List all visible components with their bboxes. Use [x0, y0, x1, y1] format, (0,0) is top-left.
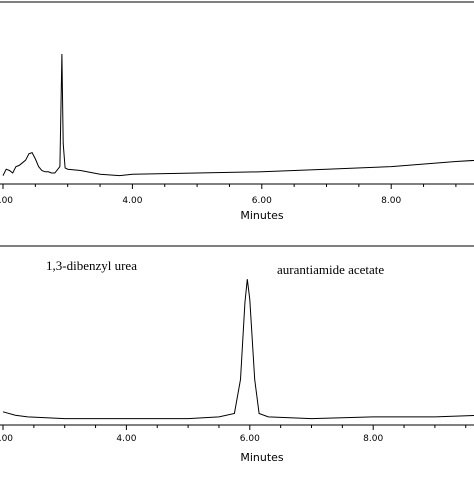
x-tick-label: 8.00 [363, 434, 383, 444]
x-tick-label: 8.00 [381, 196, 401, 206]
x-axis-ticks: 2.004.006.008.0010.0012.0014.0016.00 [0, 425, 467, 444]
x-axis-ticks: 2.004.006.008.0010.0012.0014.0016.00 [0, 184, 457, 206]
x-tick-label: 2.00 [0, 434, 13, 444]
x-tick-label: 2.00 [0, 196, 13, 206]
x-tick-label: 6.00 [252, 196, 272, 206]
chromatogram-trace [2, 53, 474, 177]
x-axis-title: Minutes [240, 209, 284, 222]
x-tick-label: 4.00 [116, 434, 136, 444]
chromatogram-trace [2, 279, 474, 420]
peak-label-aurantiamide-acetate: aurantiamide acetate [277, 262, 384, 277]
bottom-chromatogram-panel: 2.004.006.008.0010.0012.0014.0016.00 Min… [0, 245, 474, 464]
peak-label-dibenzyl-urea: 1,3-dibenzyl urea [46, 258, 137, 273]
x-tick-label: 4.00 [122, 196, 142, 206]
x-tick-label: 6.00 [240, 434, 260, 444]
top-chromatogram-panel: 2.004.006.008.0010.0012.0014.0016.00 Min… [0, 1, 474, 222]
x-axis-title: Minutes [240, 451, 284, 464]
